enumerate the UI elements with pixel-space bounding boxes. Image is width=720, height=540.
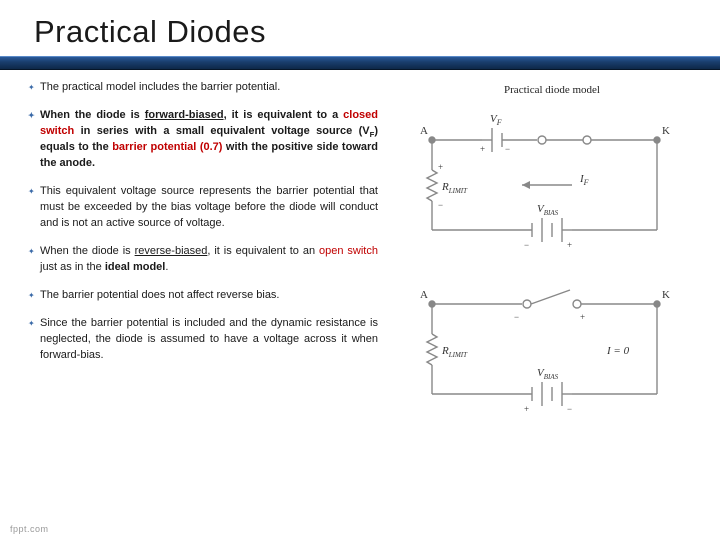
bullet-text: The barrier potential does not affect re… [40, 289, 280, 301]
bullet-icon: ✦ [28, 110, 36, 118]
bullet-text: This equivalent voltage source represent… [40, 185, 378, 229]
bullet-icon: ✦ [28, 246, 36, 254]
lbl-RL: RLIMIT [441, 181, 468, 195]
t: open switch [319, 245, 378, 257]
figure-reverse-bias: A K − + RLIMIT VBIAS + − I = 0 [402, 274, 702, 414]
circuit-diagram-reverse: A K − + RLIMIT VBIAS + − I = 0 [402, 274, 692, 414]
bullet-4: ✦ When the diode is reverse-biased, it i… [28, 244, 378, 276]
bullet-icon: ✦ [28, 290, 36, 298]
lbl-VF: VF [490, 113, 502, 127]
t: forward-biased [145, 109, 224, 121]
t: , it is equivalent to a [224, 109, 344, 121]
figure-caption: Practical diode model [402, 84, 702, 96]
t: , it is equivalent to an [207, 245, 319, 257]
bullet-2: ✦ When the diode is forward-biased, it i… [28, 108, 378, 172]
t: When the diode is [40, 109, 145, 121]
figure-forward-bias: Practical diode model [402, 84, 702, 250]
bullet-3: ✦ This equivalent voltage source represe… [28, 184, 378, 232]
lbl-K: K [662, 289, 670, 301]
bullet-text: The practical model includes the barrier… [40, 81, 280, 93]
svg-text:+: + [438, 162, 443, 172]
lbl-A: A [420, 125, 428, 137]
svg-text:−: − [514, 312, 519, 322]
bullet-icon: ✦ [28, 82, 36, 90]
bullet-text: Since the barrier potential is included … [40, 317, 378, 361]
circuit-diagram-forward: A K VF + − RLIMIT VBIAS + − IF + − [402, 100, 692, 250]
bullet-icon: ✦ [28, 186, 36, 194]
bullet-list: ✦ The practical model includes the barri… [28, 80, 378, 376]
footer-attribution: fppt.com [10, 524, 49, 534]
t: reverse-biased [135, 245, 208, 257]
figure-area: Practical diode model [402, 84, 702, 438]
lbl-VB: VBIAS [537, 203, 559, 217]
svg-text:−: − [567, 404, 572, 414]
lbl-K: K [662, 125, 670, 137]
slide-title: Practical Diodes [34, 14, 692, 50]
bullet-icon: ✦ [28, 318, 36, 326]
svg-text:+: + [567, 240, 572, 250]
t: ideal model [105, 261, 166, 273]
lbl-I0: I = 0 [606, 345, 630, 357]
bullet-5: ✦ The barrier potential does not affect … [28, 288, 378, 304]
bullet-6: ✦ Since the barrier potential is include… [28, 316, 378, 364]
svg-text:−: − [505, 144, 510, 154]
t: just as in the [40, 261, 105, 273]
svg-text:+: + [524, 404, 529, 414]
lbl-RL: RLIMIT [441, 345, 468, 359]
t: barrier potential (0.7) [112, 141, 222, 153]
lbl-A: A [420, 289, 428, 301]
bullet-1: ✦ The practical model includes the barri… [28, 80, 378, 96]
svg-text:−: − [524, 240, 529, 250]
svg-text:−: − [438, 200, 443, 210]
lbl-IF: IF [579, 173, 589, 187]
t: When the diode is [40, 245, 135, 257]
svg-text:+: + [480, 144, 485, 154]
t: . [165, 261, 168, 273]
lbl-VB: VBIAS [537, 367, 559, 381]
title-accent-bar [0, 56, 720, 70]
t: in series with a small equivalent voltag… [74, 125, 369, 137]
svg-text:+: + [580, 312, 585, 322]
